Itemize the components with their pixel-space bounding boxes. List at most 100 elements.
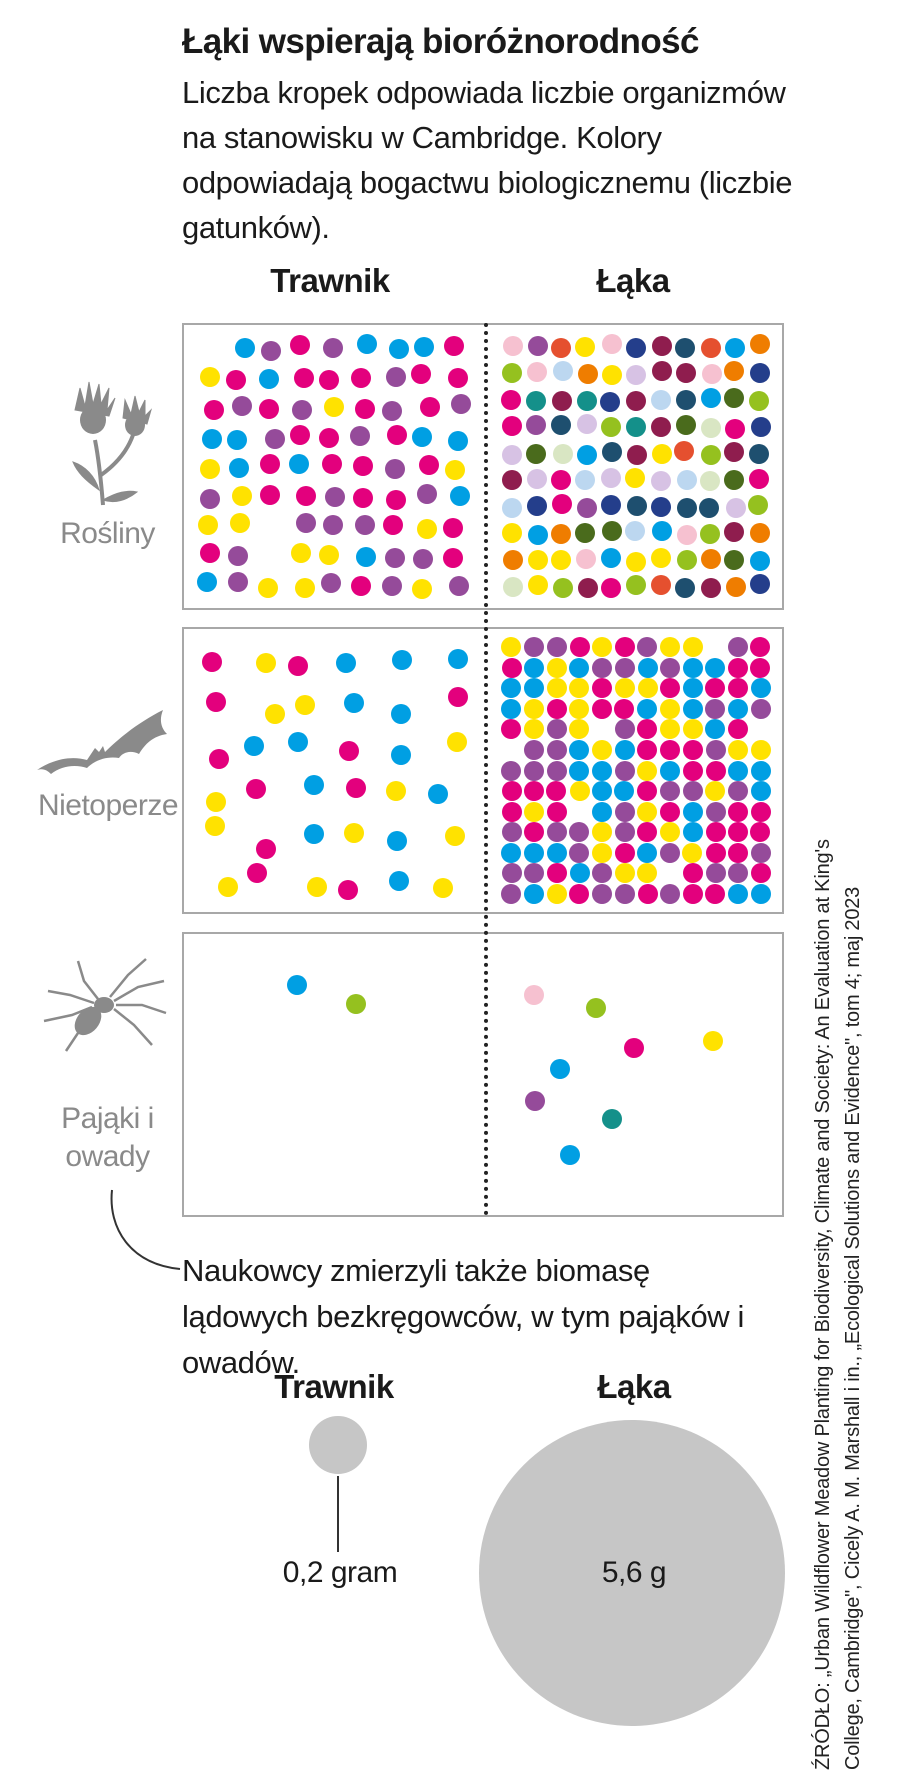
organism-dot — [569, 781, 590, 801]
organism-dot — [199, 542, 220, 563]
note-pointer-line — [110, 1189, 181, 1270]
organism-dot — [449, 485, 470, 506]
organism-dot — [748, 494, 769, 515]
organism-dot — [601, 417, 621, 438]
organism-dot — [637, 657, 658, 678]
organism-dot — [682, 740, 703, 760]
organism-dot — [699, 471, 720, 492]
organism-dot — [261, 341, 282, 361]
organism-dot — [501, 781, 522, 801]
organism-dot — [447, 649, 468, 670]
organism-dot — [569, 678, 589, 699]
organism-dot — [389, 339, 410, 360]
organism-dot — [411, 364, 432, 384]
source-note: ŹRÓDŁO: „Urban Wildflower Meadow Plantin… — [812, 839, 864, 1770]
organism-dot — [255, 653, 276, 674]
organism-dot — [206, 791, 227, 812]
organism-dot — [502, 416, 522, 437]
organism-dot — [447, 687, 468, 708]
organism-dot — [323, 396, 344, 417]
organism-dot — [750, 363, 771, 384]
organism-dot — [682, 719, 703, 740]
organism-dot — [637, 822, 658, 843]
organism-dot — [577, 445, 598, 466]
organism-dot — [501, 842, 522, 863]
organism-dot — [386, 830, 407, 851]
organism-dot — [295, 577, 316, 598]
organism-dot — [700, 337, 721, 358]
organism-dot — [442, 517, 463, 538]
organism-dot — [386, 489, 406, 510]
organism-dot — [682, 863, 703, 884]
organism-dot — [652, 336, 673, 357]
organism-dot — [637, 719, 658, 740]
organism-dot — [501, 678, 522, 699]
organism-dot — [624, 468, 645, 489]
organism-dot — [592, 760, 613, 781]
organism-dot — [523, 719, 544, 740]
organism-dot — [524, 801, 544, 822]
organism-dot — [205, 816, 226, 836]
organism-dot — [338, 879, 359, 900]
organism-dot — [203, 399, 224, 420]
organism-dot — [637, 883, 658, 904]
organism-dot — [675, 338, 696, 359]
organism-dot — [218, 876, 239, 897]
column-header-lawn: Trawnik — [270, 262, 390, 299]
organism-dot — [501, 883, 522, 904]
organism-dot — [601, 1109, 622, 1130]
organism-dot — [549, 1058, 570, 1079]
organism-dot — [659, 678, 680, 699]
organism-dot — [524, 842, 544, 863]
organism-dot — [345, 778, 366, 798]
organism-dot — [626, 391, 647, 412]
organism-dot — [728, 842, 749, 863]
organism-dot — [307, 876, 328, 897]
organism-dot — [569, 657, 590, 678]
organism-dot — [296, 486, 317, 506]
organism-dot — [600, 467, 621, 488]
organism-dot — [701, 363, 722, 384]
organism-dot — [614, 678, 635, 699]
organism-dot — [346, 993, 367, 1014]
organism-dot — [660, 842, 680, 863]
organism-dot — [614, 842, 635, 863]
organism-dot — [199, 459, 220, 480]
organism-dot — [501, 469, 522, 490]
organism-dot — [750, 522, 771, 543]
organism-dot — [591, 740, 612, 760]
organism-dot — [503, 577, 524, 598]
organism-dot — [550, 338, 571, 359]
organism-dot — [651, 521, 672, 542]
organism-dot — [290, 543, 311, 564]
organism-dot — [526, 496, 547, 517]
organism-dot — [637, 760, 657, 781]
organism-dot — [197, 514, 218, 535]
chart-title: Łąki wspierają bioróżnorodność — [182, 22, 699, 61]
organism-dot — [705, 698, 726, 719]
organism-dot — [501, 657, 522, 678]
organism-dot — [576, 497, 597, 518]
organism-dot — [750, 740, 771, 760]
organism-dot — [227, 572, 248, 593]
organism-dot — [304, 775, 324, 796]
organism-dot — [600, 547, 621, 568]
organism-dot — [527, 524, 548, 545]
organism-dot — [413, 548, 434, 569]
organism-dot — [546, 637, 567, 658]
biomass-note: Naukowcy zmierzyli także biomasę lądowyc… — [182, 1253, 744, 1380]
organism-dot — [447, 368, 468, 389]
organism-dot — [526, 444, 547, 464]
organism-dot — [614, 883, 635, 904]
organism-dot — [527, 549, 548, 570]
organism-dot — [391, 744, 412, 765]
organism-dot — [229, 458, 250, 479]
organism-dot — [651, 574, 672, 595]
biomass-circle-meadow — [479, 1420, 785, 1726]
organism-dot — [615, 863, 635, 884]
organism-dot — [355, 547, 376, 568]
organism-dot — [353, 487, 374, 508]
organism-dot — [676, 498, 697, 518]
organism-dot — [418, 455, 439, 476]
organism-dot — [290, 425, 311, 446]
